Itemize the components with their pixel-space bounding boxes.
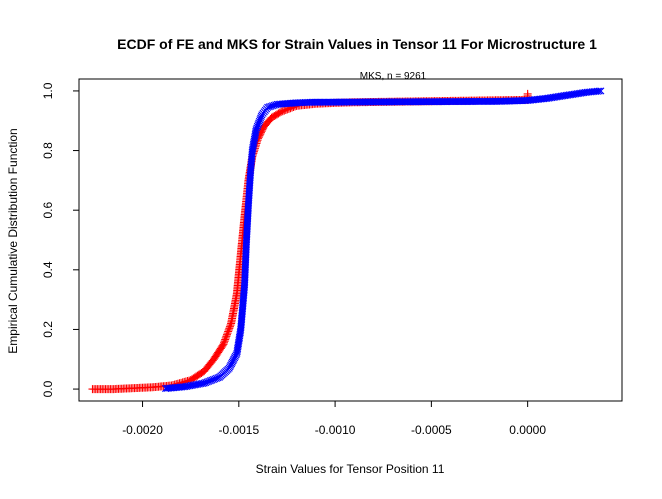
- data-point: [226, 321, 235, 330]
- y-axis: 0.0 0.2 0.4 0.6 0.8 1.0: [41, 82, 80, 397]
- y-tick-label: 0.8: [41, 142, 55, 159]
- y-tick-label: 0.4: [41, 261, 55, 278]
- x-tick-label: -0.0005: [411, 423, 452, 437]
- plot-frame: [78, 78, 623, 402]
- chart-annotation: MKS, n = 9261: [360, 71, 427, 82]
- x-tick-label: 0.0000: [509, 423, 546, 437]
- series-x-markers: [162, 87, 605, 393]
- y-axis-label: Empirical Cumulative Distribution Functi…: [6, 128, 20, 353]
- y-tick-label: 0.2: [41, 321, 55, 338]
- x-axis-label: Strain Values for Tensor Position 11: [256, 462, 445, 476]
- x-axis: -0.0020 -0.0015 -0.0010 -0.0005 0.0000: [122, 400, 546, 437]
- data-point: [595, 87, 603, 95]
- series-plus-markers: [88, 89, 532, 394]
- plot-area: [88, 87, 605, 394]
- y-tick-label: 1.0: [41, 82, 55, 99]
- data-point: [523, 89, 532, 98]
- data-point: [597, 87, 605, 95]
- x-tick-label: -0.0015: [218, 423, 259, 437]
- y-tick-label: 0.0: [41, 380, 55, 397]
- x-tick-label: -0.0020: [122, 423, 163, 437]
- x-tick-label: -0.0010: [315, 423, 356, 437]
- chart-title: ECDF of FE and MKS for Strain Values in …: [117, 36, 597, 52]
- y-tick-label: 0.6: [41, 202, 55, 219]
